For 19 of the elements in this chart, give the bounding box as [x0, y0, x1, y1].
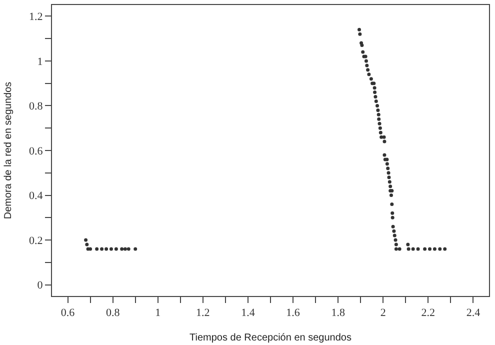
y-tick-label: 0.2 — [29, 234, 43, 247]
x-tick-label: 1.8 — [331, 307, 346, 320]
y-tick-label: 1.2 — [29, 11, 43, 24]
x-tick-label: 1.4 — [241, 307, 256, 320]
y-axis-title: Demora de la red en segundos — [3, 82, 14, 220]
x-tick-label: 0.6 — [60, 307, 76, 320]
x-tick-label: 1 — [155, 307, 161, 320]
x-tick-label: 2 — [380, 307, 386, 320]
y-tick-label: 1 — [37, 56, 43, 68]
x-tick-label: 1.2 — [196, 307, 210, 320]
y-tick-label: 0.6 — [29, 145, 44, 158]
x-axis-title: Tiempos de Recepción en segundos — [190, 332, 352, 344]
x-tick-label: 1.6 — [286, 307, 300, 320]
x-tick-label: 2.4 — [466, 307, 481, 320]
y-tick-label: 0.8 — [29, 100, 44, 113]
y-tick-label: 0 — [37, 280, 44, 292]
y-tick-label: 0.4 — [29, 190, 44, 202]
x-tick-label: 2.2 — [421, 307, 436, 320]
x-tick-label: 0.8 — [106, 307, 120, 320]
